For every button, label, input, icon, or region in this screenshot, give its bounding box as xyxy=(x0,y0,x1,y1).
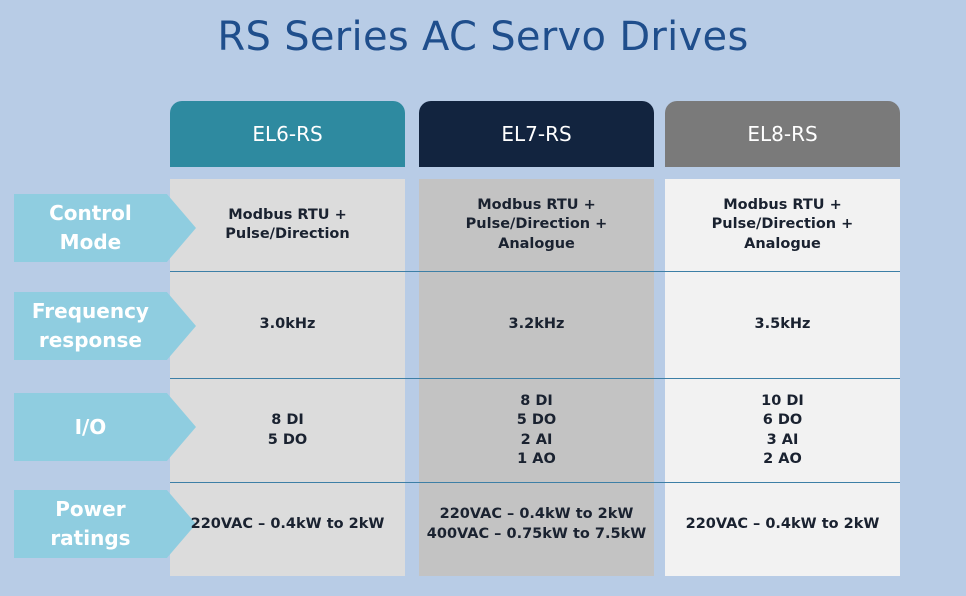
column-header-el8-rs: EL8-RS xyxy=(665,101,900,167)
row-divider xyxy=(170,378,900,379)
cell-io-el7: 8 DI 5 DO 2 AI 1 AO xyxy=(516,392,557,468)
cell-frequency-el6: 3.0kHz xyxy=(259,316,316,333)
cell-power-el7: 220VAC – 0.4kW to 2kW 400VAC – 0.75kW to… xyxy=(426,506,647,542)
cell-control-mode-el8: Modbus RTU + Pulse/Direction + Analogue xyxy=(711,196,854,252)
row-label-io: I/O xyxy=(14,393,196,461)
column-header-label: EL6-RS xyxy=(252,122,323,146)
cell-control-mode-el7: Modbus RTU + Pulse/Direction + Analogue xyxy=(465,196,608,252)
row-divider xyxy=(170,482,900,483)
cell-power-el6: 220VAC – 0.4kW to 2kW xyxy=(190,515,385,532)
column-body-el7-rs xyxy=(419,179,654,576)
row-label-power-ratings: Power ratings xyxy=(14,490,196,558)
page-title: RS Series AC Servo Drives xyxy=(217,14,749,60)
row-label-frequency-response: Frequency response xyxy=(14,292,196,360)
row-label-control-mode: Control Mode xyxy=(14,194,196,262)
cell-frequency-el8: 3.5kHz xyxy=(754,316,811,333)
cell-frequency-el7: 3.2kHz xyxy=(508,316,565,333)
row-divider xyxy=(170,271,900,272)
column-header-label: EL8-RS xyxy=(747,122,818,146)
column-header-label: EL7-RS xyxy=(501,122,572,146)
column-body-el8-rs xyxy=(665,179,900,576)
cell-io-el8: 10 DI 6 DO 3 AI 2 AO xyxy=(761,392,804,468)
cell-power-el8: 220VAC – 0.4kW to 2kW xyxy=(685,515,880,532)
row-label-text: Control Mode xyxy=(49,201,132,254)
column-header-el6-rs: EL6-RS xyxy=(170,101,405,167)
row-label-text: Frequency response xyxy=(31,299,149,352)
row-label-text: Power ratings xyxy=(50,497,131,550)
column-body-el6-rs xyxy=(170,179,405,576)
cell-io-el6: 8 DI 5 DO xyxy=(267,412,308,448)
column-header-el7-rs: EL7-RS xyxy=(419,101,654,167)
cell-control-mode-el6: Modbus RTU + Pulse/Direction xyxy=(225,206,350,243)
row-label-text: I/O xyxy=(74,414,107,439)
